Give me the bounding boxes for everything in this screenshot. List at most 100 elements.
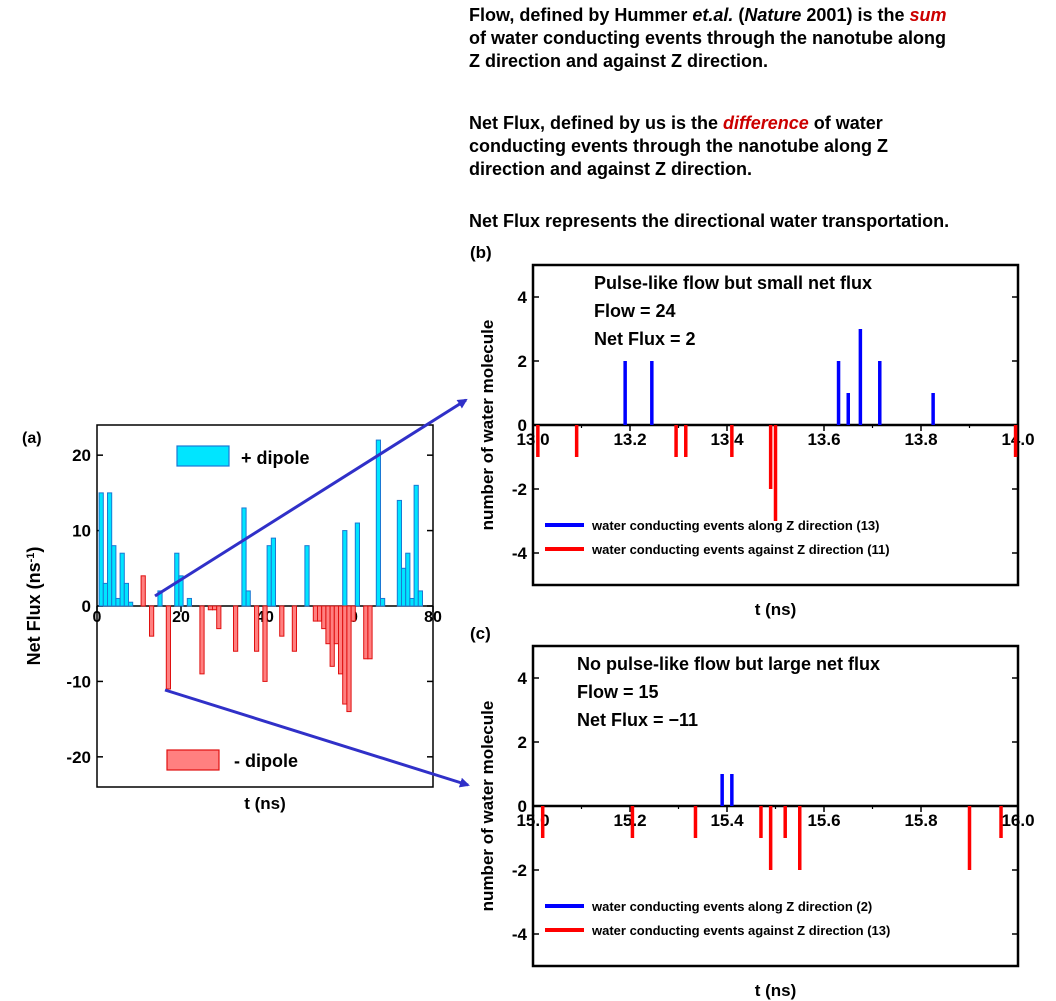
y-tick-label-c: 2 xyxy=(518,733,527,752)
bar-plus-dipole xyxy=(375,439,381,607)
y-tick-label-a: -10 xyxy=(66,672,91,691)
flow-line-2: of water conducting events through the n… xyxy=(469,28,946,48)
annotation-line-c: Net Flux = −11 xyxy=(577,710,698,730)
x-tick-label-a: 80 xyxy=(424,609,442,626)
bar-plus-dipole xyxy=(241,507,247,607)
y-tick-label-c: -4 xyxy=(512,925,528,944)
legend-label-b: water conducting events along Z directio… xyxy=(591,518,880,533)
bar-plus-dipole xyxy=(417,590,423,607)
annotation-line-b: Flow = 24 xyxy=(594,301,676,321)
bar-minus-dipole xyxy=(291,605,297,652)
panel-label-c: (c) xyxy=(470,624,491,643)
annotation-line-b: Pulse-like flow but small net flux xyxy=(594,273,872,293)
bar-plus-dipole xyxy=(245,590,251,607)
bar-minus-dipole xyxy=(367,605,373,660)
bar-minus-dipole xyxy=(165,605,172,690)
bar-minus-dipole xyxy=(350,605,356,622)
bar-minus-dipole xyxy=(199,605,205,675)
x-tick-label-b: 13.2 xyxy=(613,430,646,449)
netflux-line-1: Net Flux, defined by us is the differenc… xyxy=(469,113,883,133)
bar-plus-dipole xyxy=(128,601,134,607)
legend-label-c: water conducting events against Z direct… xyxy=(591,923,890,938)
legend-label-minus-dipole: - dipole xyxy=(234,751,298,771)
bar-minus-dipole xyxy=(338,605,344,675)
x-tick-label-b: 13.6 xyxy=(807,430,840,449)
zoom-arrow-to-b xyxy=(154,398,468,598)
bar-minus-dipole xyxy=(262,605,268,682)
bar-minus-dipole xyxy=(317,605,323,622)
legend-label-plus-dipole: + dipole xyxy=(241,448,310,468)
y-tick-label-b: -2 xyxy=(512,480,527,499)
bar-plus-dipole xyxy=(396,499,402,607)
summary-text: Net Flux represents the directional wate… xyxy=(469,211,950,231)
x-tick-label-b: 13.4 xyxy=(710,430,744,449)
bar-plus-dipole xyxy=(401,567,407,607)
bar-plus-dipole xyxy=(409,597,415,607)
y-axis-label-superscript: -1 xyxy=(25,553,37,563)
y-tick-label-a: -20 xyxy=(66,748,91,767)
bar-plus-dipole xyxy=(342,530,348,607)
bar-plus-dipole xyxy=(380,597,386,607)
bar-minus-dipole xyxy=(216,605,222,630)
bar-plus-dipole xyxy=(102,582,109,607)
x-tick-label-a: 20 xyxy=(172,609,190,626)
bar-minus-dipole xyxy=(325,605,331,645)
bar-minus-dipole xyxy=(279,605,285,637)
bar-plus-dipole xyxy=(123,582,130,607)
x-tick-label-c: 15.8 xyxy=(904,811,937,830)
panel-label-b: (b) xyxy=(470,243,492,262)
x-tick-label-c: 15.4 xyxy=(710,811,744,830)
y-tick-label-b: -4 xyxy=(512,544,528,563)
y-axis-label-b: number of water molecule xyxy=(478,320,497,531)
flow-line-1: Flow, defined by Hummer et.al. (Nature 2… xyxy=(469,5,947,25)
bar-plus-dipole xyxy=(413,484,419,607)
y-axis-label-close: ) xyxy=(24,547,44,553)
x-tick-label-a: 0 xyxy=(93,609,102,626)
bar-plus-dipole xyxy=(115,597,121,607)
flow-line-3: Z direction and against Z direction. xyxy=(469,51,769,71)
y-tick-label-b: 4 xyxy=(518,288,528,307)
bar-plus-dipole xyxy=(354,522,360,607)
bar-minus-dipole xyxy=(363,605,369,660)
y-tick-label-c: 4 xyxy=(518,669,528,688)
bar-plus-dipole xyxy=(119,552,125,607)
legend-label-b: water conducting events against Z direct… xyxy=(591,542,890,557)
bar-plus-dipole xyxy=(266,545,272,607)
bar-minus-dipole xyxy=(321,605,327,630)
x-tick-label-b: 13.8 xyxy=(904,430,937,449)
bar-minus-dipole xyxy=(149,605,155,637)
x-axis-label-b: t (ns) xyxy=(755,600,797,619)
y-tick-label-a: 10 xyxy=(72,522,91,541)
bar-plus-dipole xyxy=(270,537,276,607)
y-axis-label-a: Net Flux (ns-1) xyxy=(24,547,44,666)
y-tick-label-b: 0 xyxy=(518,416,527,435)
bar-plus-dipole xyxy=(405,552,411,607)
netflux-definition: Net Flux, defined by us is the differenc… xyxy=(469,112,1056,181)
x-axis-label-c: t (ns) xyxy=(755,981,797,1000)
bar-plus-dipole xyxy=(304,545,310,607)
bar-minus-dipole xyxy=(140,575,146,607)
bar-plus-dipole xyxy=(186,597,193,607)
zoom-arrow-to-c xyxy=(164,688,470,788)
annotation-line-c: No pulse-like flow but large net flux xyxy=(577,654,880,674)
y-axis-label-text: Net Flux (ns xyxy=(24,562,44,665)
annotation-line-b: Net Flux = 2 xyxy=(594,329,696,349)
y-axis-label-c: number of water molecule xyxy=(478,701,497,912)
bar-minus-dipole xyxy=(342,605,348,705)
netflux-line-3: direction and against Z direction. xyxy=(469,159,753,179)
x-tick-label-b: 14.0 xyxy=(1001,430,1034,449)
bar-minus-dipole xyxy=(254,605,260,652)
bar-plus-dipole xyxy=(98,492,104,607)
x-tick-label-b: 13.0 xyxy=(516,430,549,449)
legend-swatch-plus-dipole xyxy=(176,445,230,467)
bar-plus-dipole xyxy=(157,590,163,607)
bar-minus-dipole xyxy=(312,605,318,622)
flow-definition: Flow, defined by Hummer et.al. (Nature 2… xyxy=(469,4,1056,73)
bar-plus-dipole xyxy=(111,545,117,607)
y-tick-label-a: 0 xyxy=(82,597,91,616)
legend-swatch-minus-dipole xyxy=(166,749,220,771)
x-tick-label-c: 15.6 xyxy=(807,811,840,830)
bar-plus-dipole xyxy=(178,575,184,607)
x-tick-label-c: 15.2 xyxy=(613,811,646,830)
